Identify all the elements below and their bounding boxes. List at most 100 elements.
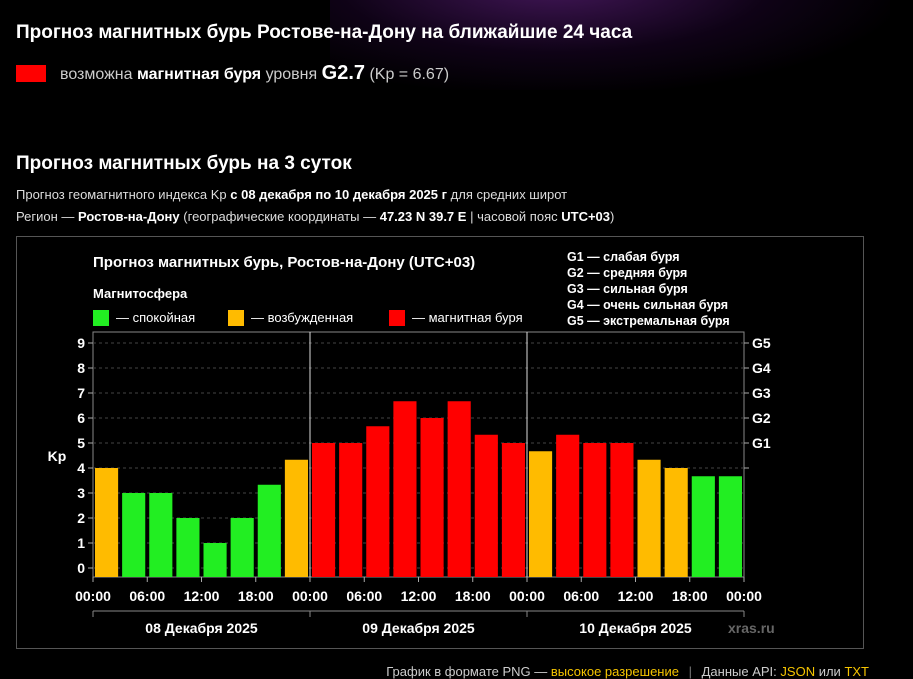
region-mid: (географические координаты — bbox=[183, 209, 377, 224]
x-tick-label: 00:00 bbox=[726, 588, 762, 604]
kp-bar bbox=[149, 493, 173, 577]
day-label: 09 Декабря 2025 bbox=[362, 620, 475, 636]
kp-bar bbox=[312, 443, 336, 577]
legend-label: — спокойная bbox=[116, 310, 195, 325]
y-tick-label: 9 bbox=[77, 335, 85, 351]
status-color-swatch bbox=[16, 65, 46, 82]
period-dates: с 08 декабря по 10 декабря 2025 г bbox=[230, 187, 448, 202]
y-tick-label: 5 bbox=[77, 435, 85, 451]
page-title: Прогноз магнитных бурь Ростове-на-Дону н… bbox=[16, 22, 633, 43]
y-tick-label: 6 bbox=[77, 410, 85, 426]
kp-forecast-chart: Прогноз магнитных бурь, Ростов-на-Дону (… bbox=[16, 236, 864, 649]
kp-bar bbox=[339, 443, 363, 577]
legend-title: Магнитосфера bbox=[93, 286, 188, 301]
status-text: возможна магнитная буря уровня G2.7 (Kp … bbox=[60, 62, 449, 85]
right-tick-label: G5 bbox=[752, 335, 771, 351]
kp-bar bbox=[420, 418, 444, 577]
txt-link[interactable]: TXT bbox=[844, 664, 869, 679]
right-tick-label: G2 bbox=[752, 410, 771, 426]
kp-bar bbox=[447, 401, 471, 577]
period-post: для средних широт bbox=[450, 187, 568, 202]
y-tick-label: 3 bbox=[77, 485, 85, 501]
x-tick-label: 06:00 bbox=[129, 588, 165, 604]
region-timezone: UTC+03 bbox=[561, 209, 611, 224]
kp-bar bbox=[95, 468, 119, 577]
region-name: Ростов-на-Дону bbox=[77, 209, 180, 224]
legend-label: — возбужденная bbox=[251, 310, 353, 325]
kp-bar bbox=[664, 468, 688, 577]
footer-separator: | bbox=[688, 664, 692, 679]
kp-bar bbox=[230, 518, 254, 577]
json-link[interactable]: JSON bbox=[780, 664, 816, 679]
scale-legend-item: G2 — средняя буря bbox=[567, 266, 687, 280]
forecast-description-region: Регион — Ростов-на-Дону (географические … bbox=[16, 209, 614, 224]
x-tick-label: 18:00 bbox=[238, 588, 274, 604]
x-tick-label: 18:00 bbox=[672, 588, 708, 604]
y-tick-label: 7 bbox=[77, 385, 85, 401]
y-tick-label: 8 bbox=[77, 360, 85, 376]
kp-bar bbox=[583, 443, 607, 577]
x-tick-label: 06:00 bbox=[563, 588, 599, 604]
kp-bar bbox=[257, 484, 281, 577]
legend-swatch bbox=[93, 310, 109, 326]
x-tick-label: 12:00 bbox=[401, 588, 437, 604]
y-tick-label: 0 bbox=[77, 560, 85, 576]
legend-label: — магнитная буря bbox=[412, 310, 523, 325]
kp-bar bbox=[393, 401, 417, 577]
day-label: 08 Декабря 2025 bbox=[145, 620, 258, 636]
region-mid2: | часовой пояс bbox=[470, 209, 558, 224]
kp-bar bbox=[556, 434, 580, 577]
status-prefix: возможна bbox=[60, 66, 133, 83]
footer-or: или bbox=[818, 664, 841, 679]
status-strong: магнитная буря bbox=[136, 66, 262, 83]
chart-title: Прогноз магнитных бурь, Ростов-на-Дону (… bbox=[93, 254, 475, 271]
right-tick-label: G4 bbox=[752, 360, 771, 376]
forecast-description-period: Прогноз геомагнитного индекса Kp с 08 де… bbox=[16, 187, 567, 202]
right-tick-label: G3 bbox=[752, 385, 771, 401]
region-pre: Регион — bbox=[16, 209, 75, 224]
day-label: 10 Декабря 2025 bbox=[579, 620, 692, 636]
kp-bar bbox=[474, 434, 498, 577]
status-kp: (Kp = 6.67) bbox=[369, 66, 450, 83]
forecast-title: Прогноз магнитных бурь на 3 суток bbox=[16, 153, 352, 174]
kp-bar bbox=[122, 493, 146, 577]
kp-bar bbox=[501, 443, 525, 577]
kp-bar bbox=[610, 443, 634, 577]
kp-bar bbox=[203, 543, 227, 577]
kp-bar bbox=[176, 518, 200, 577]
kp-chart-svg: Прогноз магнитных бурь, Ростов-на-Дону (… bbox=[48, 250, 775, 636]
x-tick-label: 12:00 bbox=[618, 588, 654, 604]
period-pre: Прогноз геомагнитного индекса Kp bbox=[16, 187, 227, 202]
kp-bar bbox=[284, 459, 308, 577]
y-tick-label: 4 bbox=[77, 460, 85, 476]
scale-legend-item: G5 — экстремальная буря bbox=[567, 314, 730, 328]
status-level: G2.7 bbox=[321, 62, 365, 84]
scale-legend-item: G3 — сильная буря bbox=[567, 282, 688, 296]
footer-links: График в формате PNG — высокое разрешени… bbox=[386, 664, 869, 679]
right-tick-label: G1 bbox=[752, 435, 771, 451]
region-coords: 47.23 N 39.7 E bbox=[379, 209, 467, 224]
footer-api-label: Данные API: bbox=[701, 664, 777, 679]
region-post: ) bbox=[610, 209, 615, 224]
legend-swatch bbox=[389, 310, 405, 326]
x-tick-label: 12:00 bbox=[184, 588, 220, 604]
hires-link[interactable]: высокое разрешение bbox=[550, 664, 679, 679]
kp-bar bbox=[529, 451, 553, 577]
status-mid: уровня bbox=[265, 66, 318, 83]
kp-bar bbox=[691, 476, 715, 577]
scale-legend-item: G4 — очень сильная буря bbox=[567, 298, 728, 312]
x-tick-label: 00:00 bbox=[509, 588, 545, 604]
kp-bar bbox=[637, 459, 661, 577]
footer-png-label: График в формате PNG — bbox=[386, 664, 548, 679]
scale-legend-item: G1 — слабая буря bbox=[567, 250, 680, 264]
x-tick-label: 18:00 bbox=[455, 588, 491, 604]
watermark: xras.ru bbox=[728, 620, 775, 636]
y-tick-label: 1 bbox=[77, 535, 85, 551]
x-tick-label: 00:00 bbox=[75, 588, 111, 604]
kp-bar bbox=[718, 476, 742, 577]
y-axis-label: Kp bbox=[48, 448, 67, 464]
legend-swatch bbox=[228, 310, 244, 326]
x-tick-label: 06:00 bbox=[346, 588, 382, 604]
y-tick-label: 2 bbox=[77, 510, 85, 526]
x-tick-label: 00:00 bbox=[292, 588, 328, 604]
